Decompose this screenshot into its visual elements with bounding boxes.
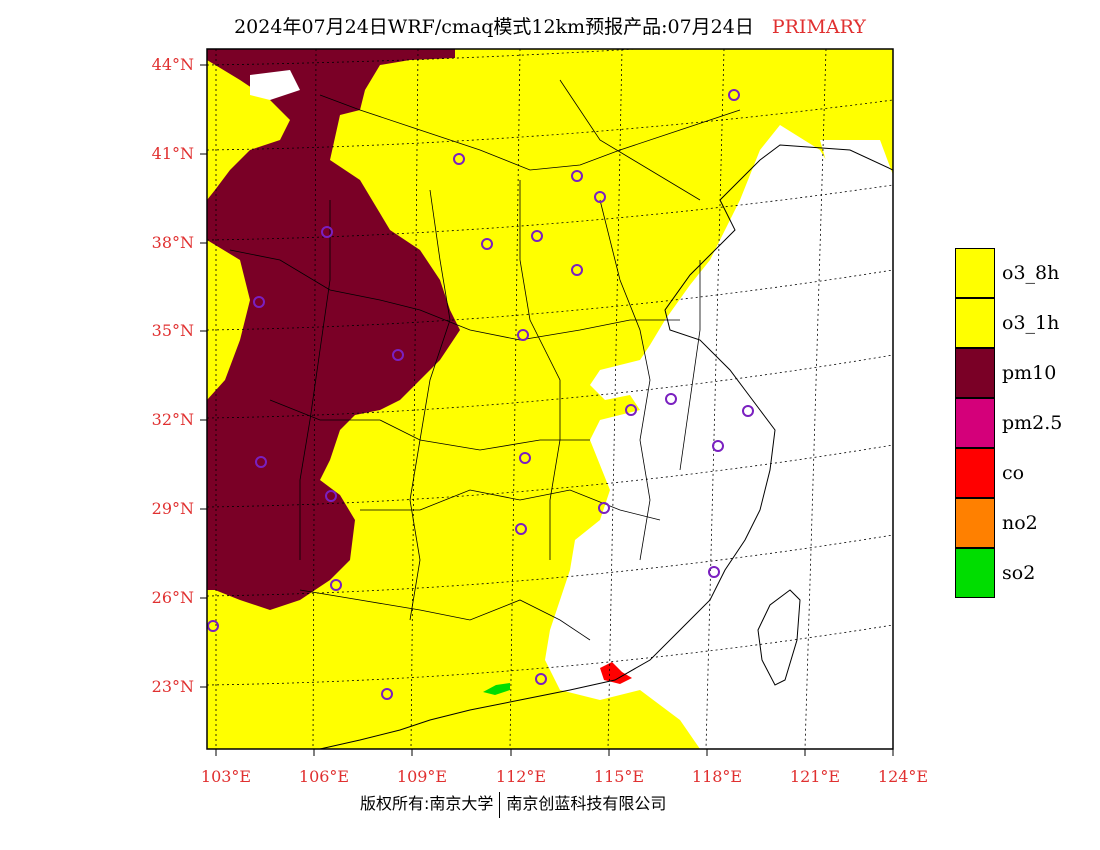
lat-label-41: 41°N <box>151 144 194 163</box>
legend-swatch <box>955 548 995 598</box>
map-title: 2024年07月24日WRF/cmaq模式12km预报产品:07月24日 PRIM… <box>0 12 1100 39</box>
clean-patch-north <box>250 70 300 100</box>
co-spot <box>600 662 632 684</box>
title-status: PRIMARY <box>771 16 866 38</box>
city-marker <box>325 490 337 502</box>
city-marker <box>381 688 393 700</box>
city-marker <box>207 620 219 632</box>
city-marker <box>571 170 583 182</box>
legend-item-no2: no2 <box>955 498 1095 548</box>
lat-label-32: 32°N <box>151 410 194 429</box>
city-marker <box>519 452 531 464</box>
city-marker <box>665 393 677 405</box>
pm10-sw-notch <box>207 60 290 200</box>
city-marker <box>481 238 493 250</box>
legend-item-pm10: pm10 <box>955 348 1095 398</box>
clean-region-north <box>820 140 893 300</box>
legend-label: o3_1h <box>1002 312 1060 334</box>
lon-label-106: 106°E <box>298 767 350 786</box>
city-marker <box>708 566 720 578</box>
copyright-left: 版权所有:南京大学 <box>360 794 494 813</box>
city-marker <box>571 264 583 276</box>
legend-label: o3_8h <box>1002 262 1060 284</box>
clean-region <box>545 49 893 749</box>
lat-label-29: 29°N <box>151 499 194 518</box>
legend-label: co <box>1002 462 1025 484</box>
legend-item-o3-1h: o3_1h <box>955 298 1095 348</box>
city-marker <box>594 191 606 203</box>
city-marker <box>321 226 333 238</box>
so2-spot <box>483 683 510 695</box>
legend-item-so2: so2 <box>955 548 1095 598</box>
copyright-right: 南京创蓝科技有限公司 <box>506 794 667 813</box>
lon-label-124: 124°E <box>877 767 929 786</box>
footer-separator <box>499 791 501 818</box>
city-marker <box>742 405 754 417</box>
legend-swatch <box>955 498 995 548</box>
legend-label: pm10 <box>1002 362 1057 384</box>
taiwan-outline <box>757 589 801 686</box>
lat-label-23: 23°N <box>151 677 194 696</box>
copyright-footer: 版权所有:南京大学 南京创蓝科技有限公司 <box>360 790 666 818</box>
lat-label-35: 35°N <box>151 321 194 340</box>
province-borders <box>229 79 741 641</box>
lon-label-109: 109°E <box>396 767 448 786</box>
city-marker <box>515 523 527 535</box>
legend-swatch <box>955 398 995 448</box>
lon-label-112: 112°E <box>495 767 547 786</box>
lat-label-44: 44°N <box>151 55 194 74</box>
lon-label-103: 103°E <box>200 767 252 786</box>
legend-label: so2 <box>1002 562 1036 584</box>
lat-label-26: 26°N <box>151 588 194 607</box>
city-marker <box>255 456 267 468</box>
legend-swatch <box>955 248 995 298</box>
legend-swatch <box>955 348 995 398</box>
city-marker <box>453 153 465 165</box>
lat-label-38: 38°N <box>151 233 194 252</box>
legend-label: no2 <box>1002 512 1038 534</box>
pm10-gap <box>207 240 250 400</box>
legend-label: pm2.5 <box>1002 412 1063 434</box>
city-markers <box>207 89 754 700</box>
map-frame <box>206 48 894 750</box>
lon-label-118: 118°E <box>691 767 743 786</box>
city-marker <box>330 579 342 591</box>
tick-marks <box>200 64 894 756</box>
city-marker <box>728 89 740 101</box>
city-marker <box>531 230 543 242</box>
pm10-region <box>207 49 460 610</box>
title-main: 2024年07月24日WRF/cmaq模式12km预报产品:07月24日 <box>234 16 754 38</box>
lon-label-121: 121°E <box>789 767 841 786</box>
city-marker <box>253 296 265 308</box>
city-marker <box>392 349 404 361</box>
legend-item-co: co <box>955 448 1095 498</box>
city-marker <box>535 673 547 685</box>
city-marker <box>712 440 724 452</box>
legend-item-o3-8h: o3_8h <box>955 248 1095 298</box>
legend-item-pm25: pm2.5 <box>955 398 1095 448</box>
legend-swatch <box>955 298 995 348</box>
lon-label-115: 115°E <box>593 767 645 786</box>
legend-swatch <box>955 448 995 498</box>
city-marker <box>517 329 529 341</box>
city-marker <box>598 502 610 514</box>
city-marker <box>625 404 637 416</box>
graticule <box>207 49 893 749</box>
